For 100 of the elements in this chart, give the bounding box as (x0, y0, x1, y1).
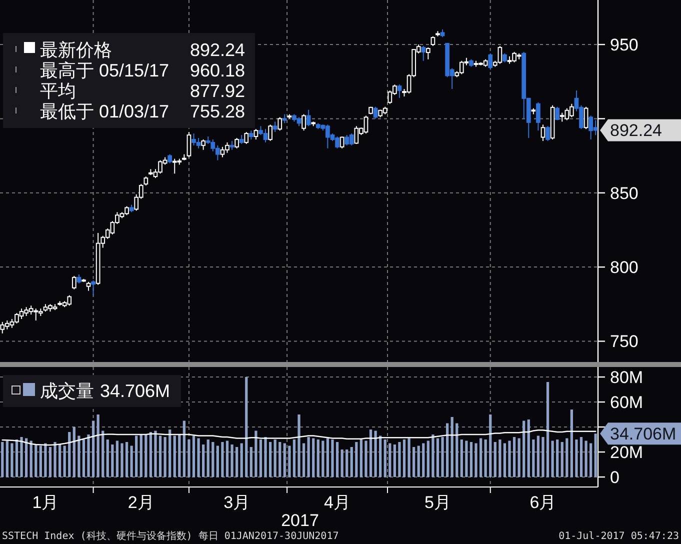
bar (479, 438, 482, 477)
bar (508, 440, 511, 477)
bar (536, 436, 540, 477)
bar (298, 414, 300, 477)
text: SSTECH Index (科技、硬件与设备指数) 每日 01JAN2017-30JUN2017 (2, 530, 339, 542)
bar (154, 430, 157, 477)
bar (72, 427, 76, 477)
y-tick-label: 850 (610, 184, 638, 203)
bar (360, 440, 363, 477)
y-tick-label: 950 (610, 36, 638, 55)
bar (221, 442, 224, 477)
bar (398, 442, 401, 477)
bar (87, 434, 90, 477)
text: 01-Jul-2017 05:47:23 (558, 531, 679, 542)
bar (250, 447, 252, 477)
bar (6, 440, 8, 477)
bar (212, 442, 214, 477)
bar (556, 440, 559, 477)
bar (278, 442, 282, 477)
bar (116, 440, 119, 477)
text: 892.24 (610, 121, 662, 140)
bar (140, 434, 142, 477)
bar (1, 442, 4, 477)
bar (388, 443, 392, 477)
bar (106, 440, 109, 477)
y-tick-label: 0 (610, 468, 620, 487)
bar (322, 440, 324, 477)
bar (68, 432, 71, 477)
bar (111, 444, 114, 477)
bar (412, 447, 416, 477)
summary-box: 最新价格 892.24 最高于 05/15/17 960.18 平均 877.92 最低于 01/03/17 755.28 (3, 33, 255, 128)
annotation: 34.706M (100, 381, 170, 401)
bar (441, 437, 444, 477)
bar (48, 447, 52, 477)
x-tick-label: 3月 (224, 493, 250, 512)
bar (580, 437, 583, 477)
bar (63, 446, 66, 477)
y-tick-label: 60M (610, 393, 644, 412)
bar (346, 450, 348, 477)
bar (39, 446, 42, 477)
bar (44, 443, 47, 477)
bar (20, 437, 23, 477)
annotation: 最低于 01/03/17 755.28 (40, 102, 245, 122)
legend-label: 成交量 (40, 381, 94, 401)
x-axis-title: 2017 (281, 511, 319, 530)
bar (518, 438, 520, 477)
bar (542, 437, 544, 477)
bar (54, 442, 56, 477)
bar (450, 417, 454, 477)
bar (379, 436, 382, 477)
bar (546, 382, 550, 477)
bar (522, 420, 526, 477)
bar (408, 438, 410, 477)
bar (316, 440, 320, 477)
bar (164, 437, 166, 477)
bar (364, 440, 368, 477)
bar (168, 430, 172, 477)
bar (474, 443, 478, 477)
bar (470, 442, 473, 477)
y-tick-label: 20M (610, 443, 644, 462)
bar (216, 446, 219, 477)
bar (570, 410, 574, 477)
bar (460, 440, 463, 477)
bar (355, 442, 358, 477)
x-tick-label: 4月 (324, 493, 351, 512)
bar (144, 434, 148, 477)
bar (197, 438, 200, 477)
bar (268, 442, 272, 477)
bar (58, 444, 62, 477)
bar (426, 440, 430, 477)
bar (188, 440, 190, 477)
bar (446, 423, 449, 477)
bar (512, 437, 516, 477)
bar (532, 440, 535, 477)
annotation: 892.24 (190, 40, 245, 60)
x-tick-label: 2月 (128, 493, 154, 512)
bar (240, 443, 243, 477)
bar (235, 447, 238, 477)
x-tick-label: 1月 (32, 493, 59, 512)
annotation: 最高于 05/15/17 960.18 (40, 60, 245, 80)
bar (326, 438, 330, 477)
bar (226, 440, 229, 477)
bar (350, 447, 353, 477)
bar (422, 443, 425, 477)
bar (120, 443, 124, 477)
bar (566, 438, 568, 477)
bar (584, 440, 588, 477)
bar (259, 440, 262, 477)
bar (102, 430, 104, 477)
x-tick-label: 5月 (424, 493, 451, 512)
bar (292, 440, 296, 477)
bar (202, 444, 205, 477)
bar (182, 420, 186, 477)
bar (465, 440, 468, 477)
bar (302, 443, 306, 477)
bar (594, 434, 597, 477)
bar (158, 436, 162, 477)
bar (402, 440, 406, 477)
bar (24, 438, 28, 477)
bar (149, 432, 152, 477)
